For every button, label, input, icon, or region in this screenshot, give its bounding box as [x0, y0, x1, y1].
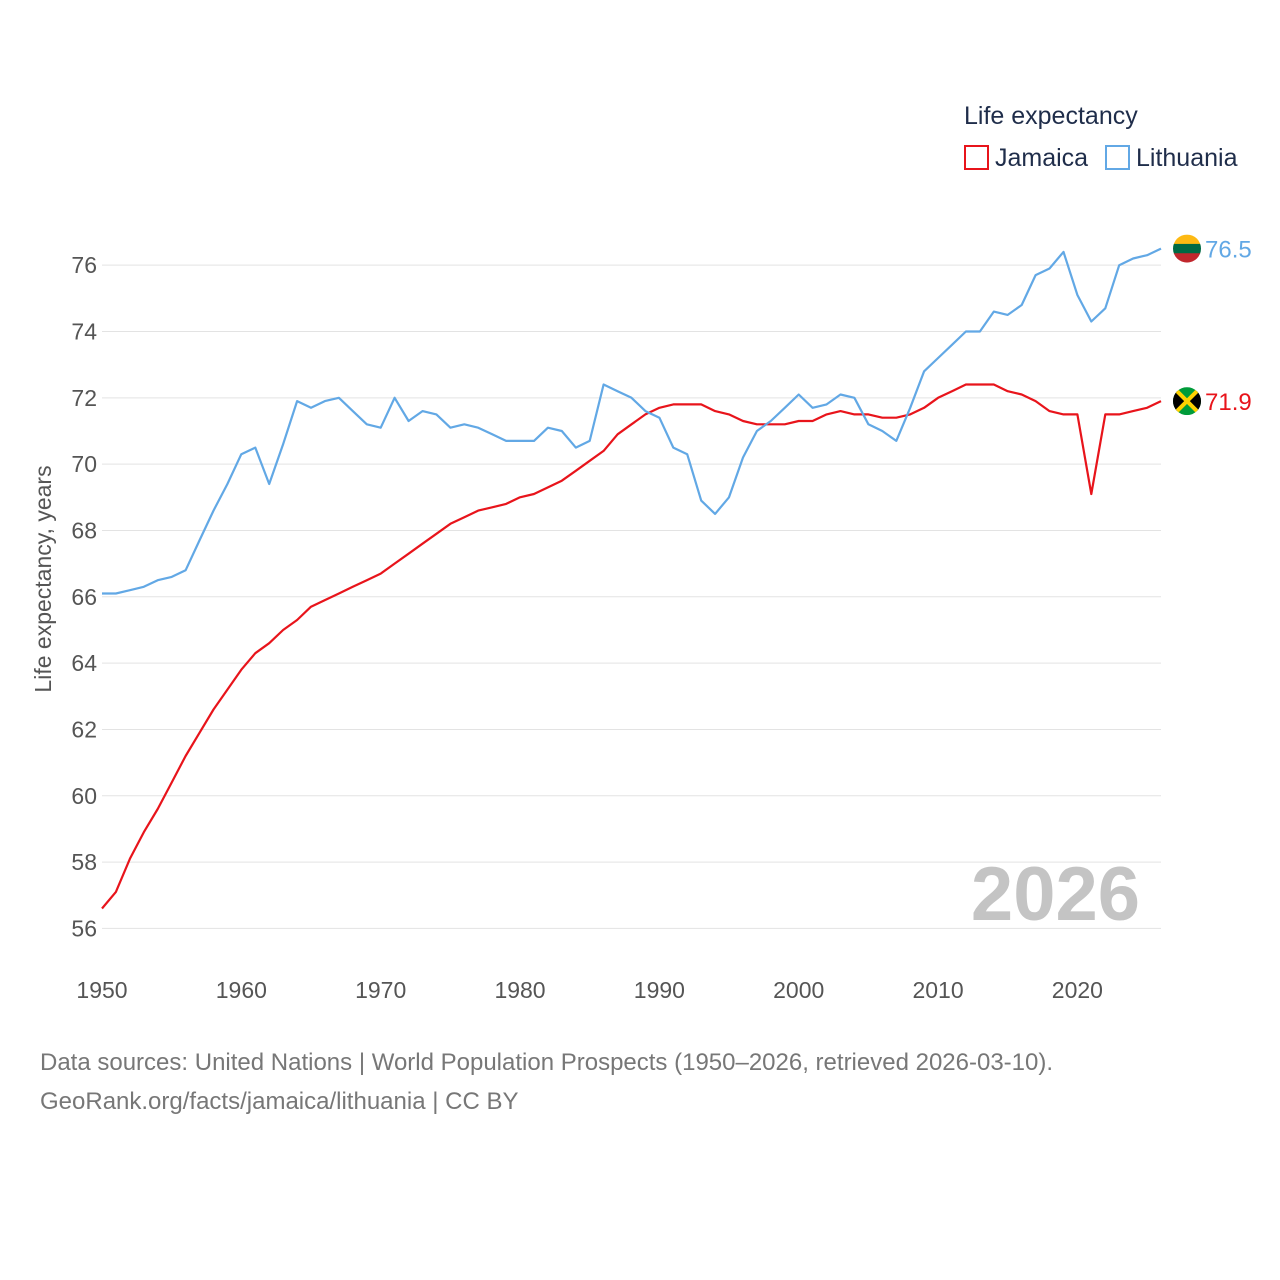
series-line-lithuania[interactable]: [102, 247, 1162, 595]
y-tick-label: 68: [71, 517, 97, 543]
legend-label-lithuania[interactable]: Lithuania: [1136, 144, 1238, 172]
footer-link[interactable]: GeoRank.org/facts/jamaica/lithuania | CC…: [40, 1088, 519, 1115]
x-tick-label: 2000: [773, 977, 824, 1003]
y-tick-label: 56: [71, 915, 97, 941]
y-tick-label: 62: [71, 716, 97, 742]
y-tick-label: 60: [71, 783, 97, 809]
legend-title: Life expectancy: [964, 102, 1138, 130]
footer-sources: Data sources: United Nations | World Pop…: [40, 1049, 1054, 1076]
lithuania-flag-icon: [1173, 234, 1201, 263]
y-tick-label: 66: [71, 584, 97, 610]
jamaica-flag-icon: [1173, 387, 1201, 416]
x-tick-label: 1970: [355, 977, 406, 1003]
x-tick-label: 1950: [76, 977, 127, 1003]
x-tick-label: 1990: [634, 977, 685, 1003]
y-tick-label: 74: [71, 318, 97, 344]
y-axis: 56 58 60 62 64 66 68 70 72 74 76: [71, 252, 97, 941]
legend-swatch-jamaica[interactable]: [964, 145, 989, 170]
x-tick-label: 2020: [1052, 977, 1103, 1003]
x-tick-label: 2010: [912, 977, 963, 1003]
end-markers: 71.9 76.5: [1173, 234, 1252, 416]
series-line-jamaica[interactable]: [101, 383, 1162, 910]
x-tick-label: 1960: [216, 977, 267, 1003]
end-label-jamaica: 71.9: [1205, 389, 1252, 416]
y-tick-label: 72: [71, 385, 97, 411]
legend-label-jamaica[interactable]: Jamaica: [995, 144, 1088, 172]
y-tick-label: 70: [71, 451, 97, 477]
footer: Data sources: United Nations | World Pop…: [40, 1043, 1053, 1121]
grid: [102, 264, 1161, 929]
series-group: [101, 247, 1162, 910]
y-tick-label: 76: [71, 252, 97, 278]
legend-swatch-lithuania[interactable]: [1105, 145, 1130, 170]
x-tick-label: 1980: [494, 977, 545, 1003]
y-tick-label: 64: [71, 650, 97, 676]
y-tick-label: 58: [71, 849, 97, 875]
legend: Life expectancy Jamaica Lithuania: [964, 102, 1238, 172]
year-watermark: 2026: [971, 852, 1140, 937]
end-label-lithuania: 76.5: [1205, 237, 1252, 264]
y-axis-title: Life expectancy, years: [30, 465, 56, 692]
x-axis: 1950 1960 1970 1980 1990 2000 2010 2020: [76, 977, 1103, 1003]
